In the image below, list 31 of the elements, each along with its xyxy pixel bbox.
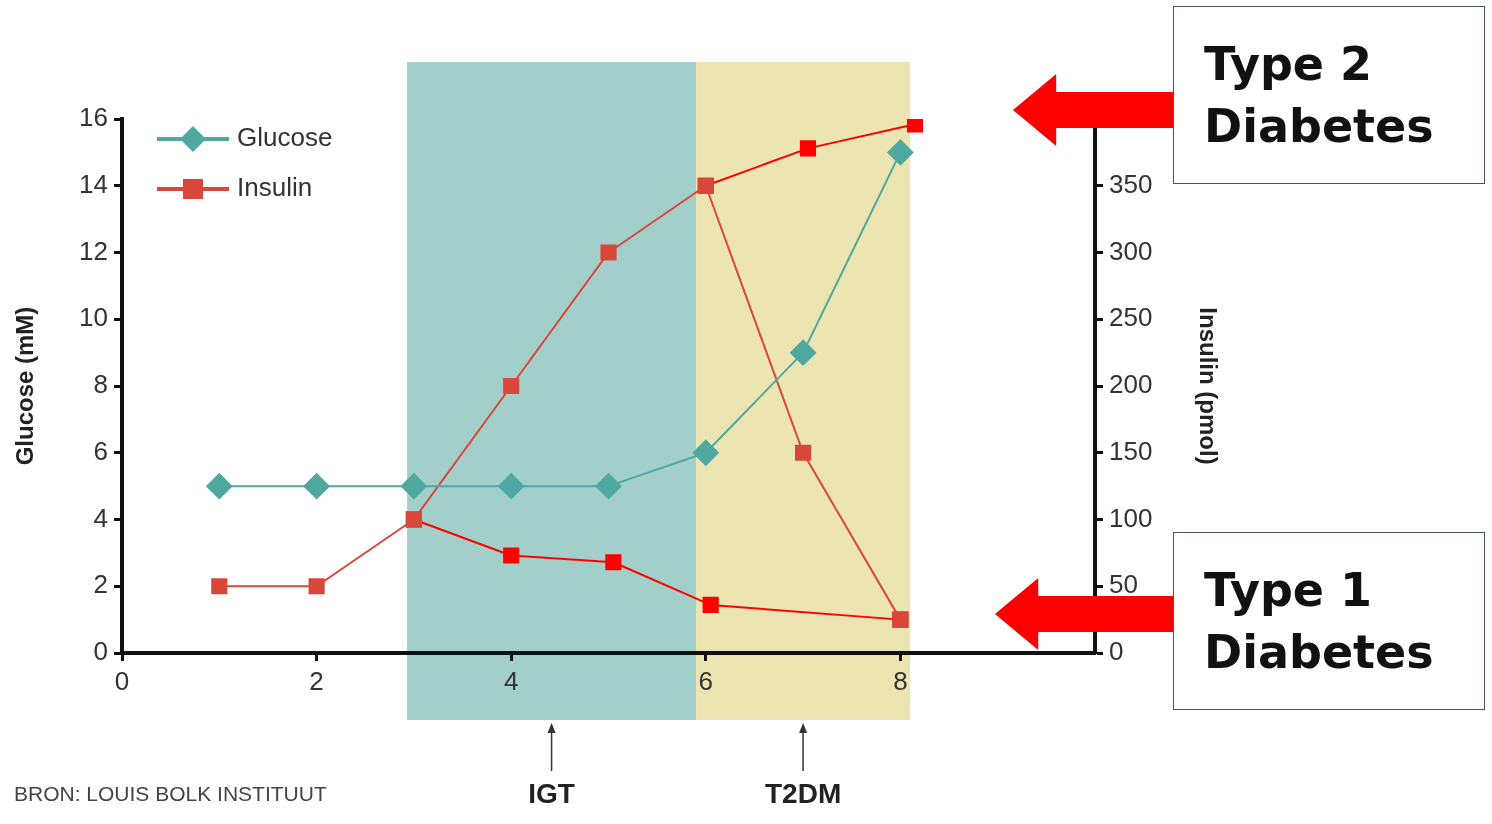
x-tick-label: 2 xyxy=(309,665,324,696)
y2-tick-label: 0 xyxy=(1109,636,1124,667)
y-tick-label: 4 xyxy=(93,502,108,533)
y-tick-label: 8 xyxy=(93,369,108,400)
y2-tick-label: 250 xyxy=(1109,302,1153,333)
y2-tick-label: 150 xyxy=(1109,435,1153,466)
band-label: IGT xyxy=(528,778,575,809)
y-tick-label: 0 xyxy=(93,636,108,667)
legend-label: Insulin xyxy=(237,172,313,203)
band-label: T2DM xyxy=(764,778,842,809)
y-tick-label: 12 xyxy=(79,235,108,266)
legend-label: Glucose xyxy=(237,122,333,153)
x-tick-label: 8 xyxy=(893,665,908,696)
x-tick-label: 4 xyxy=(503,665,519,696)
y2-tick-label: 300 xyxy=(1109,235,1153,266)
text: Type 1 Diabetes xyxy=(1173,532,1485,710)
x-tick-label: 0 xyxy=(114,665,130,696)
y2-tick-label: 50 xyxy=(1109,569,1138,600)
y-tick-label: 10 xyxy=(79,302,108,333)
y2-tick-label: 350 xyxy=(1109,168,1153,199)
y-tick-label: 14 xyxy=(79,168,108,199)
y-tick-label: 2 xyxy=(93,569,108,600)
y-axis-title: Glucose (mM) xyxy=(11,306,39,466)
y2-tick-label: 100 xyxy=(1109,502,1153,533)
y2-tick-label: 200 xyxy=(1109,369,1153,400)
y2-axis-title: Insulin (pmol) xyxy=(1194,307,1222,465)
y-tick-label: 6 xyxy=(93,435,108,466)
text: Type 2 Diabetes xyxy=(1173,6,1485,184)
x-tick-label: 6 xyxy=(698,665,714,696)
y-tick-label: 16 xyxy=(79,102,108,133)
text: BRON: LOUIS BOLK INSTITUUT xyxy=(14,782,327,806)
